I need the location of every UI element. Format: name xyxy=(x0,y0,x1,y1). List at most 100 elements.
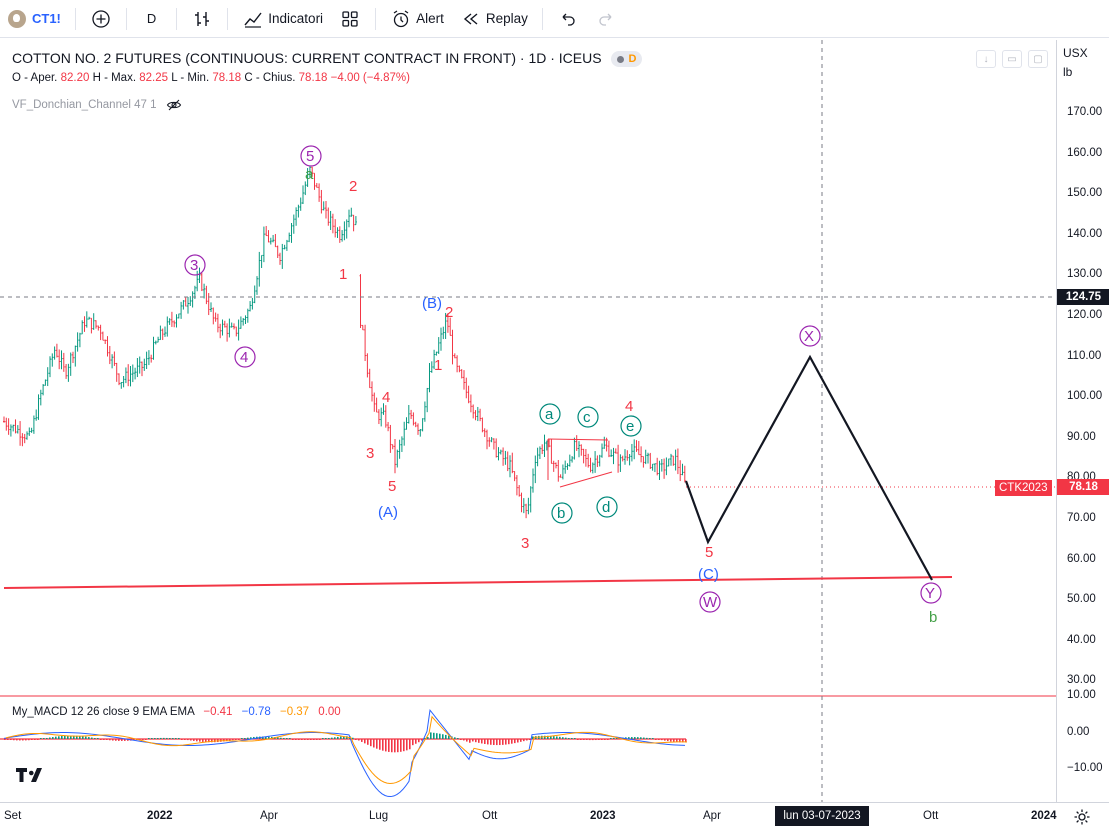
price-tick-label: 120.00 xyxy=(1067,309,1103,321)
macd-histogram-bar xyxy=(139,739,141,740)
macd-histogram-bar xyxy=(151,738,153,739)
indicators-button[interactable]: Indicatori xyxy=(234,0,331,38)
indicator-legend[interactable]: VF_Donchian_Channel 47 1 xyxy=(12,94,185,116)
last-price-badge: 78.18 xyxy=(1057,479,1109,495)
maximize-button[interactable]: ▭ xyxy=(1002,50,1022,68)
gear-icon[interactable] xyxy=(1073,808,1091,831)
triangle-upper-line[interactable] xyxy=(547,438,609,441)
price-bar xyxy=(449,317,452,336)
price-axis[interactable]: USX lb 170.00 160.00 150.00 140.00 130.00 120… xyxy=(1056,40,1109,802)
price-bar xyxy=(578,441,580,458)
price-bar xyxy=(354,216,357,226)
time-axis[interactable]: Set 2022 Apr Lug Ott 2023 Apr Ott 2024 lun 03-07… xyxy=(0,802,1109,833)
toolbar-divider xyxy=(74,7,76,30)
macd-histogram-bar xyxy=(277,737,279,739)
macd-histogram-bar xyxy=(478,739,480,743)
price-chart[interactable]: a 5 3 4 2 1 (B) 2 1 4 3 5 (A) a c e b d xyxy=(0,40,1056,802)
macd-histogram-bar xyxy=(106,739,108,740)
crosshair-price-badge: 124.75 xyxy=(1057,289,1109,305)
price-bar xyxy=(329,210,332,231)
macd-histogram-bar xyxy=(328,738,330,739)
price-bar xyxy=(230,322,233,328)
macd-histogram-bar xyxy=(376,739,378,749)
price-bar xyxy=(180,301,183,319)
price-bar xyxy=(223,320,226,328)
price-bar xyxy=(371,381,373,402)
price-tick-label: 40.00 xyxy=(1067,633,1096,646)
price-tick-label: 130.00 xyxy=(1067,268,1103,281)
macd-histogram-bar xyxy=(331,737,333,739)
redo-button[interactable] xyxy=(587,0,625,38)
price-bar xyxy=(237,319,240,341)
wave-label-5-mid: 5 xyxy=(388,478,396,495)
market-status-badge[interactable]: D xyxy=(611,51,643,68)
price-bar xyxy=(591,462,594,474)
macd-histogram-bar xyxy=(649,738,651,739)
macd-histogram-bar xyxy=(163,737,165,739)
wave-projection-path[interactable] xyxy=(684,354,933,581)
price-bar xyxy=(423,401,426,422)
undo-icon xyxy=(557,8,579,30)
symbol-search[interactable]: CT1! xyxy=(0,0,69,38)
wave-circle-W xyxy=(699,591,721,613)
price-bar xyxy=(458,365,461,373)
move-down-button[interactable]: ↓ xyxy=(976,50,996,68)
macd-histogram-bar xyxy=(397,739,399,753)
price-bar xyxy=(198,267,201,283)
macd-histogram-bar xyxy=(121,739,123,741)
macd-legend[interactable]: My_MACD 12 26 close 9 EMA EMA −0.41 −0.7… xyxy=(12,706,341,718)
price-bar xyxy=(212,307,215,325)
wave-label-1-top: 1 xyxy=(339,266,347,283)
price-bar xyxy=(265,225,268,237)
price-bar xyxy=(72,351,74,363)
alert-button[interactable]: Alert xyxy=(382,0,452,38)
undo-button[interactable] xyxy=(549,0,587,38)
price-bar xyxy=(384,405,387,428)
interval-button[interactable]: D xyxy=(133,0,170,38)
compare-button[interactable] xyxy=(82,0,120,38)
collapse-button[interactable]: ▢ xyxy=(1028,50,1048,68)
price-bar xyxy=(184,297,187,307)
tradingview-logo-icon[interactable] xyxy=(16,766,46,789)
replay-button[interactable]: Replay xyxy=(452,0,536,38)
layout-button[interactable] xyxy=(331,0,369,38)
wave-label-b-small: b xyxy=(557,505,565,522)
wave-label-4-e: 4 xyxy=(625,398,633,415)
macd-histogram-bar xyxy=(466,739,468,742)
eye-hidden-icon[interactable] xyxy=(163,94,185,116)
macd-histogram-bar xyxy=(424,738,426,739)
chart-title[interactable]: COTTON NO. 2 FUTURES (CONTINUOUS: CURREN… xyxy=(12,50,643,68)
macd-histogram-bar xyxy=(148,738,150,739)
price-bar xyxy=(442,326,445,340)
price-bar xyxy=(555,462,557,469)
indicator-name: VF_Donchian_Channel 47 1 xyxy=(12,99,157,111)
support-trendline[interactable] xyxy=(3,576,953,589)
alarm-clock-icon xyxy=(390,8,412,30)
macd-hist-value: −0.41 xyxy=(203,706,233,718)
price-bar xyxy=(582,448,585,464)
chart-type-button[interactable] xyxy=(183,0,221,38)
price-bar xyxy=(327,207,330,226)
macd-histogram-bar xyxy=(388,739,390,752)
macd-histogram-bar xyxy=(7,739,9,740)
price-bar xyxy=(410,409,413,419)
triangle-lower-line[interactable] xyxy=(559,471,613,488)
macd-histogram-bar xyxy=(673,739,675,742)
price-tick-label: 90.00 xyxy=(1067,430,1096,443)
price-bar xyxy=(469,394,472,413)
price-bar xyxy=(58,349,61,370)
price-bar xyxy=(389,424,392,453)
price-bar xyxy=(308,166,311,179)
currency-selector[interactable]: USX xyxy=(1063,46,1088,60)
price-bar xyxy=(23,433,26,444)
wave-label-a: a xyxy=(305,166,314,183)
macd-histogram-bar xyxy=(448,735,450,739)
price-bar xyxy=(219,323,222,339)
wave-label-5-proj: 5 xyxy=(705,544,713,561)
price-bar xyxy=(269,237,272,245)
price-bar xyxy=(235,326,238,337)
chart-pane[interactable]: a 5 3 4 2 1 (B) 2 1 4 3 5 (A) a c e b d xyxy=(0,40,1056,802)
macd-histogram-bar xyxy=(574,738,576,739)
time-tick-label: 2024 xyxy=(1031,810,1057,822)
unit-selector[interactable]: lb xyxy=(1063,65,1073,79)
